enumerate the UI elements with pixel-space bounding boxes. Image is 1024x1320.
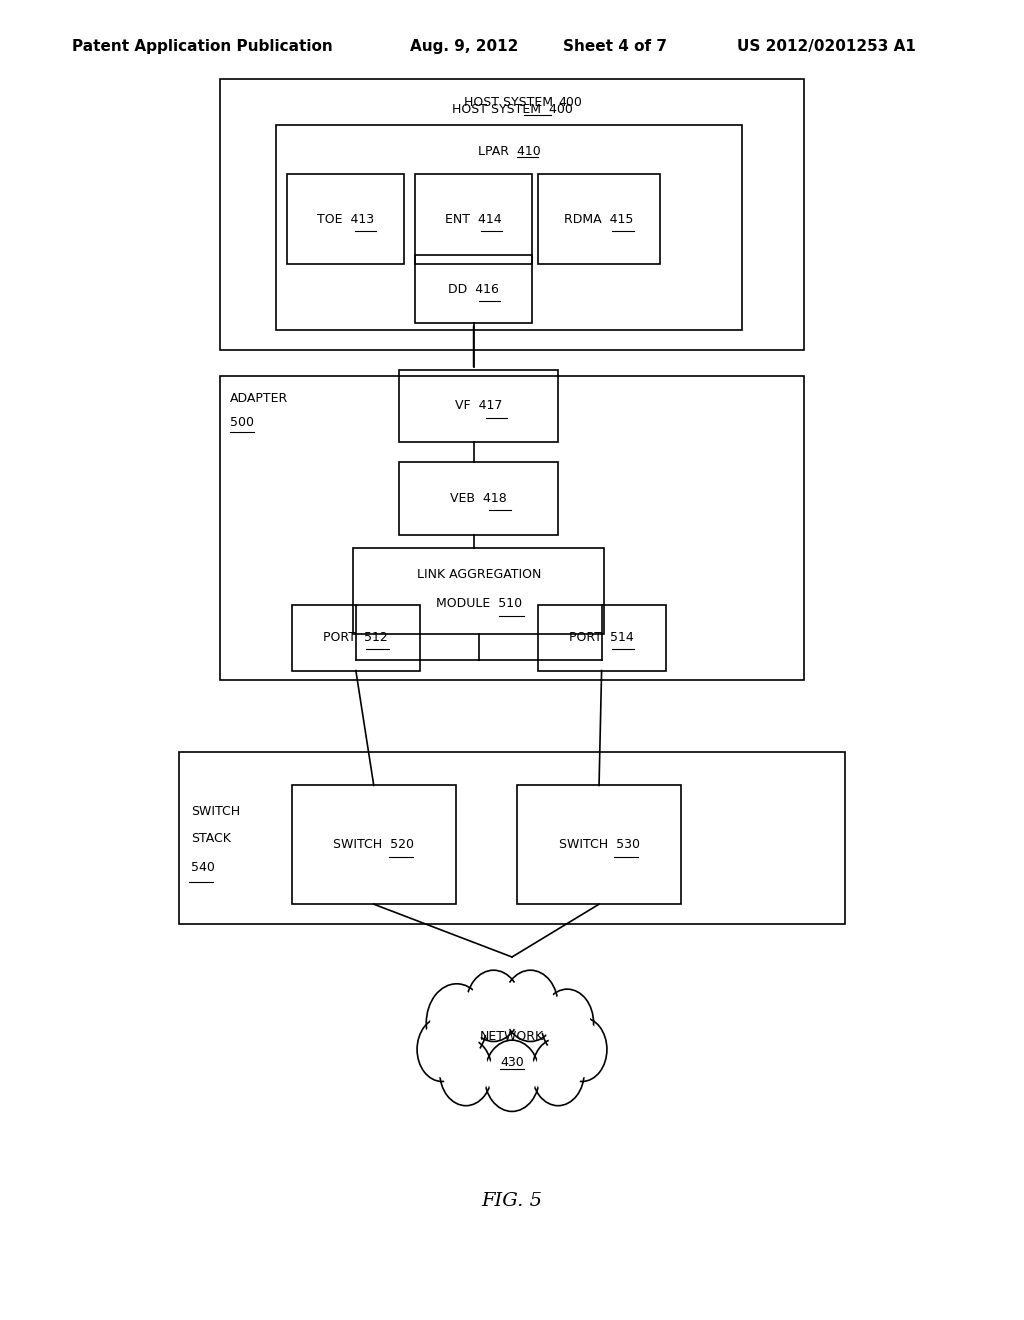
Bar (353, 548, 604, 634)
Text: SWITCH  520: SWITCH 520 (333, 838, 415, 851)
Circle shape (545, 994, 590, 1052)
Text: Patent Application Publication: Patent Application Publication (72, 38, 333, 54)
Text: RDMA  415: RDMA 415 (564, 213, 634, 226)
Circle shape (488, 1045, 536, 1106)
Text: 430: 430 (500, 1056, 524, 1069)
Circle shape (426, 983, 487, 1063)
Text: Sheet 4 of 7: Sheet 4 of 7 (563, 38, 668, 54)
Bar (292, 785, 456, 904)
Text: HOST SYSTEM: HOST SYSTEM (464, 96, 560, 110)
Text: LINK AGGREGATION: LINK AGGREGATION (417, 569, 541, 581)
Circle shape (417, 1018, 467, 1081)
Text: SWITCH  530: SWITCH 530 (558, 838, 640, 851)
Circle shape (466, 970, 521, 1041)
Circle shape (439, 1038, 493, 1106)
Text: PORT  512: PORT 512 (324, 631, 388, 644)
Bar (220, 79, 804, 350)
Bar (538, 605, 666, 671)
Circle shape (541, 989, 594, 1057)
Text: FIG. 5: FIG. 5 (481, 1192, 543, 1210)
Text: MODULE  510: MODULE 510 (435, 598, 522, 610)
Text: SWITCH: SWITCH (191, 805, 241, 818)
Bar (220, 376, 804, 680)
Bar (517, 785, 681, 904)
Bar (399, 370, 558, 442)
Circle shape (561, 1022, 603, 1077)
Text: LPAR  410: LPAR 410 (478, 145, 541, 158)
Text: ENT  414: ENT 414 (445, 213, 502, 226)
Text: Aug. 9, 2012: Aug. 9, 2012 (410, 38, 518, 54)
Text: NETWORK: NETWORK (480, 1030, 544, 1043)
Circle shape (431, 990, 482, 1056)
Bar (415, 174, 532, 264)
Text: VEB  418: VEB 418 (451, 492, 507, 504)
Bar (287, 174, 404, 264)
Bar (415, 255, 532, 323)
Text: HOST SYSTEM  400: HOST SYSTEM 400 (452, 103, 572, 116)
Text: STACK: STACK (191, 832, 231, 845)
Text: PORT  514: PORT 514 (569, 631, 634, 644)
Circle shape (557, 1018, 607, 1081)
Text: 500: 500 (230, 416, 254, 429)
Circle shape (421, 1022, 463, 1077)
Text: 400: 400 (558, 96, 582, 110)
Bar (179, 752, 845, 924)
Circle shape (507, 975, 554, 1036)
Circle shape (531, 1038, 585, 1106)
Text: TOE  413: TOE 413 (317, 213, 374, 226)
Circle shape (484, 1040, 540, 1111)
Circle shape (470, 975, 517, 1036)
Text: VF  417: VF 417 (455, 400, 503, 412)
Bar (399, 462, 558, 535)
Circle shape (536, 1043, 581, 1101)
Text: ADAPTER: ADAPTER (230, 392, 289, 405)
Circle shape (503, 970, 558, 1041)
Bar (538, 174, 660, 264)
Text: 540: 540 (191, 861, 215, 874)
Bar (276, 125, 742, 330)
Circle shape (443, 1043, 488, 1101)
Text: US 2012/0201253 A1: US 2012/0201253 A1 (737, 38, 916, 54)
Bar (292, 605, 420, 671)
Text: DD  416: DD 416 (449, 282, 499, 296)
